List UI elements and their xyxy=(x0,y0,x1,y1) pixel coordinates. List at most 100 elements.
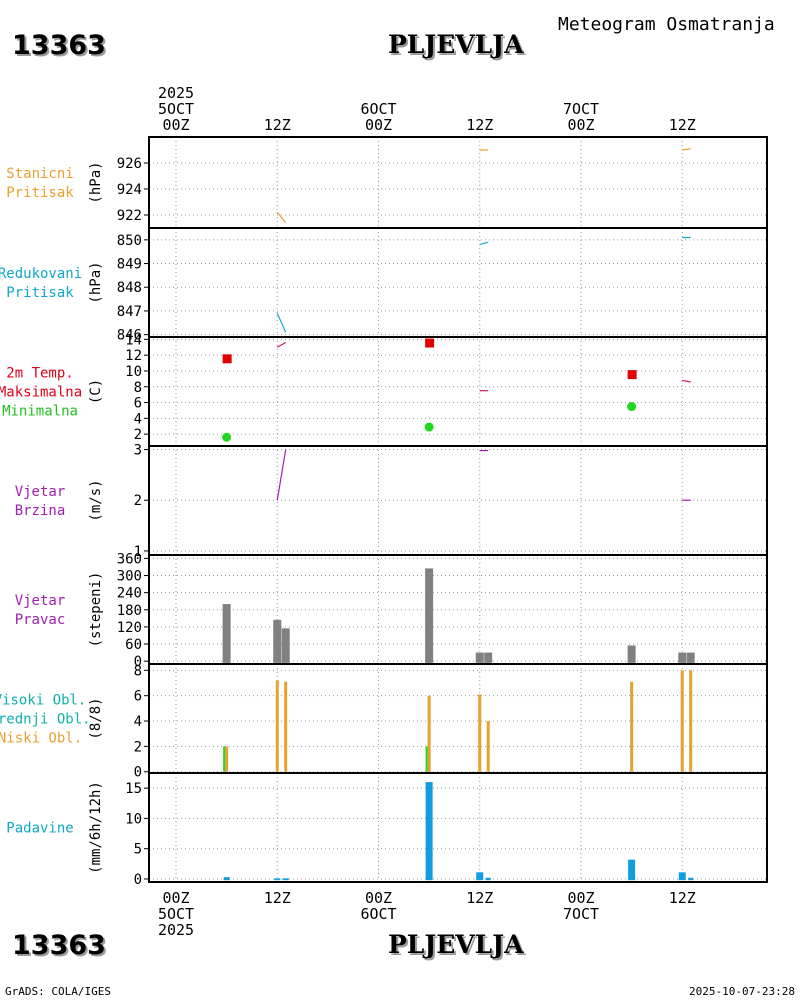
y-tick-label: 6 xyxy=(134,689,142,705)
min-temp-marker xyxy=(627,402,637,412)
unit-label: (C) xyxy=(88,379,104,404)
y-tick-label: 922 xyxy=(117,208,142,224)
product-title: Meteogram Osmatranja xyxy=(558,14,775,35)
time-label-bottom: 00Z xyxy=(567,889,594,907)
unit-label: (mm/6h/12h) xyxy=(88,781,104,874)
time-label-top: 00Z xyxy=(365,116,392,134)
panel-label: Padavine xyxy=(6,821,73,837)
panel-label: Srednji Obl. xyxy=(0,712,91,728)
bar xyxy=(222,604,231,663)
panel-label: Pravac xyxy=(15,612,66,628)
series-line xyxy=(682,148,691,151)
y-tick-label: 240 xyxy=(117,586,142,602)
y-tick-label: 120 xyxy=(117,620,142,636)
bar xyxy=(476,872,484,881)
time-label-bottom: 2025 xyxy=(158,921,194,939)
bar xyxy=(628,859,636,881)
panel-label: Brzina xyxy=(15,503,66,519)
y-tick-label: 15 xyxy=(125,781,142,797)
bar xyxy=(225,746,229,772)
series-line xyxy=(682,379,691,383)
time-label-bottom: 7OCT xyxy=(563,905,599,923)
bar xyxy=(223,746,226,772)
panel-label: Vjetar xyxy=(15,593,66,609)
bar xyxy=(273,619,282,663)
timestamp-text: 2025-10-07-23:28 xyxy=(689,985,795,998)
bar xyxy=(282,878,289,881)
panel-frame xyxy=(148,663,768,774)
bar xyxy=(485,877,491,881)
station-id-top: 13363 xyxy=(12,30,106,61)
panel-precipitation xyxy=(144,772,768,883)
y-tick-label: 846 xyxy=(117,328,142,344)
bar xyxy=(686,652,695,663)
y-tick-label: 0 xyxy=(134,872,142,888)
y-tick-label: 2 xyxy=(134,739,142,755)
y-tick-label: 848 xyxy=(117,280,142,296)
bar xyxy=(425,746,428,772)
bar xyxy=(223,877,230,881)
bar xyxy=(425,568,434,663)
panel-station-pressure xyxy=(144,136,768,229)
panel-label: Visoki Obl. xyxy=(0,693,86,709)
time-label-bottom: 12Z xyxy=(264,889,291,907)
y-tick-label: 3 xyxy=(134,443,142,459)
y-tick-label: 180 xyxy=(117,603,142,619)
y-tick-label: 926 xyxy=(117,156,142,172)
bar xyxy=(689,670,693,772)
bar xyxy=(274,878,281,881)
series-line xyxy=(479,241,489,246)
time-label-top: 00Z xyxy=(567,116,594,134)
y-tick-label: 8 xyxy=(134,380,142,396)
panel-frame xyxy=(148,136,768,229)
time-label-top: 00Z xyxy=(162,116,189,134)
bar xyxy=(678,872,686,881)
panel-label: 2m Temp. xyxy=(6,366,73,382)
time-label-bottom: 12Z xyxy=(466,889,493,907)
y-tick-label: 1 xyxy=(134,544,142,560)
panel-wind-speed xyxy=(144,445,768,556)
time-label-top: 12Z xyxy=(669,116,696,134)
max-temp-marker xyxy=(425,338,435,348)
bar xyxy=(680,670,684,772)
time-label-bottom: 00Z xyxy=(162,889,189,907)
time-label-bottom: 12Z xyxy=(669,889,696,907)
series-line xyxy=(276,212,287,224)
y-tick-label: 10 xyxy=(125,811,142,827)
station-id-bottom: 13363 xyxy=(12,930,106,961)
series-line xyxy=(276,342,286,348)
y-tick-label: 5 xyxy=(134,842,142,858)
time-label-bottom: 5OCT xyxy=(158,905,194,923)
panel-label: Redukovani xyxy=(0,266,82,282)
panel-frame xyxy=(148,336,768,447)
y-tick-label: 60 xyxy=(125,637,142,653)
series-line xyxy=(276,449,287,501)
y-tick-label: 0 xyxy=(134,765,142,781)
panel-label: Stanicni xyxy=(6,166,73,182)
bar xyxy=(281,628,290,663)
time-label-top: 12Z xyxy=(466,116,493,134)
station-name-top: PLJEVLJA xyxy=(388,30,524,59)
bar xyxy=(484,652,493,663)
panel-label: Maksimalna xyxy=(0,385,82,401)
time-label-top: 12Z xyxy=(264,116,291,134)
time-label-top: 6OCT xyxy=(360,100,396,118)
max-temp-marker xyxy=(222,354,232,364)
time-label-top: 2025 xyxy=(158,84,194,102)
y-tick-label: 360 xyxy=(117,551,142,567)
panel-label: Minimalna xyxy=(2,404,78,420)
bar xyxy=(478,694,482,772)
max-temp-marker xyxy=(627,370,637,380)
time-label-top: 5OCT xyxy=(158,100,194,118)
panel-label: Pritisak xyxy=(6,285,74,301)
y-tick-label: 0 xyxy=(134,654,142,670)
unit-label: (hPa) xyxy=(88,261,104,303)
bar xyxy=(425,782,433,881)
bar xyxy=(627,645,636,663)
panel-frame xyxy=(148,227,768,338)
y-tick-label: 14 xyxy=(125,332,142,348)
y-tick-label: 8 xyxy=(134,663,142,679)
y-tick-label: 2 xyxy=(134,427,142,443)
time-label-bottom: 6OCT xyxy=(360,905,396,923)
